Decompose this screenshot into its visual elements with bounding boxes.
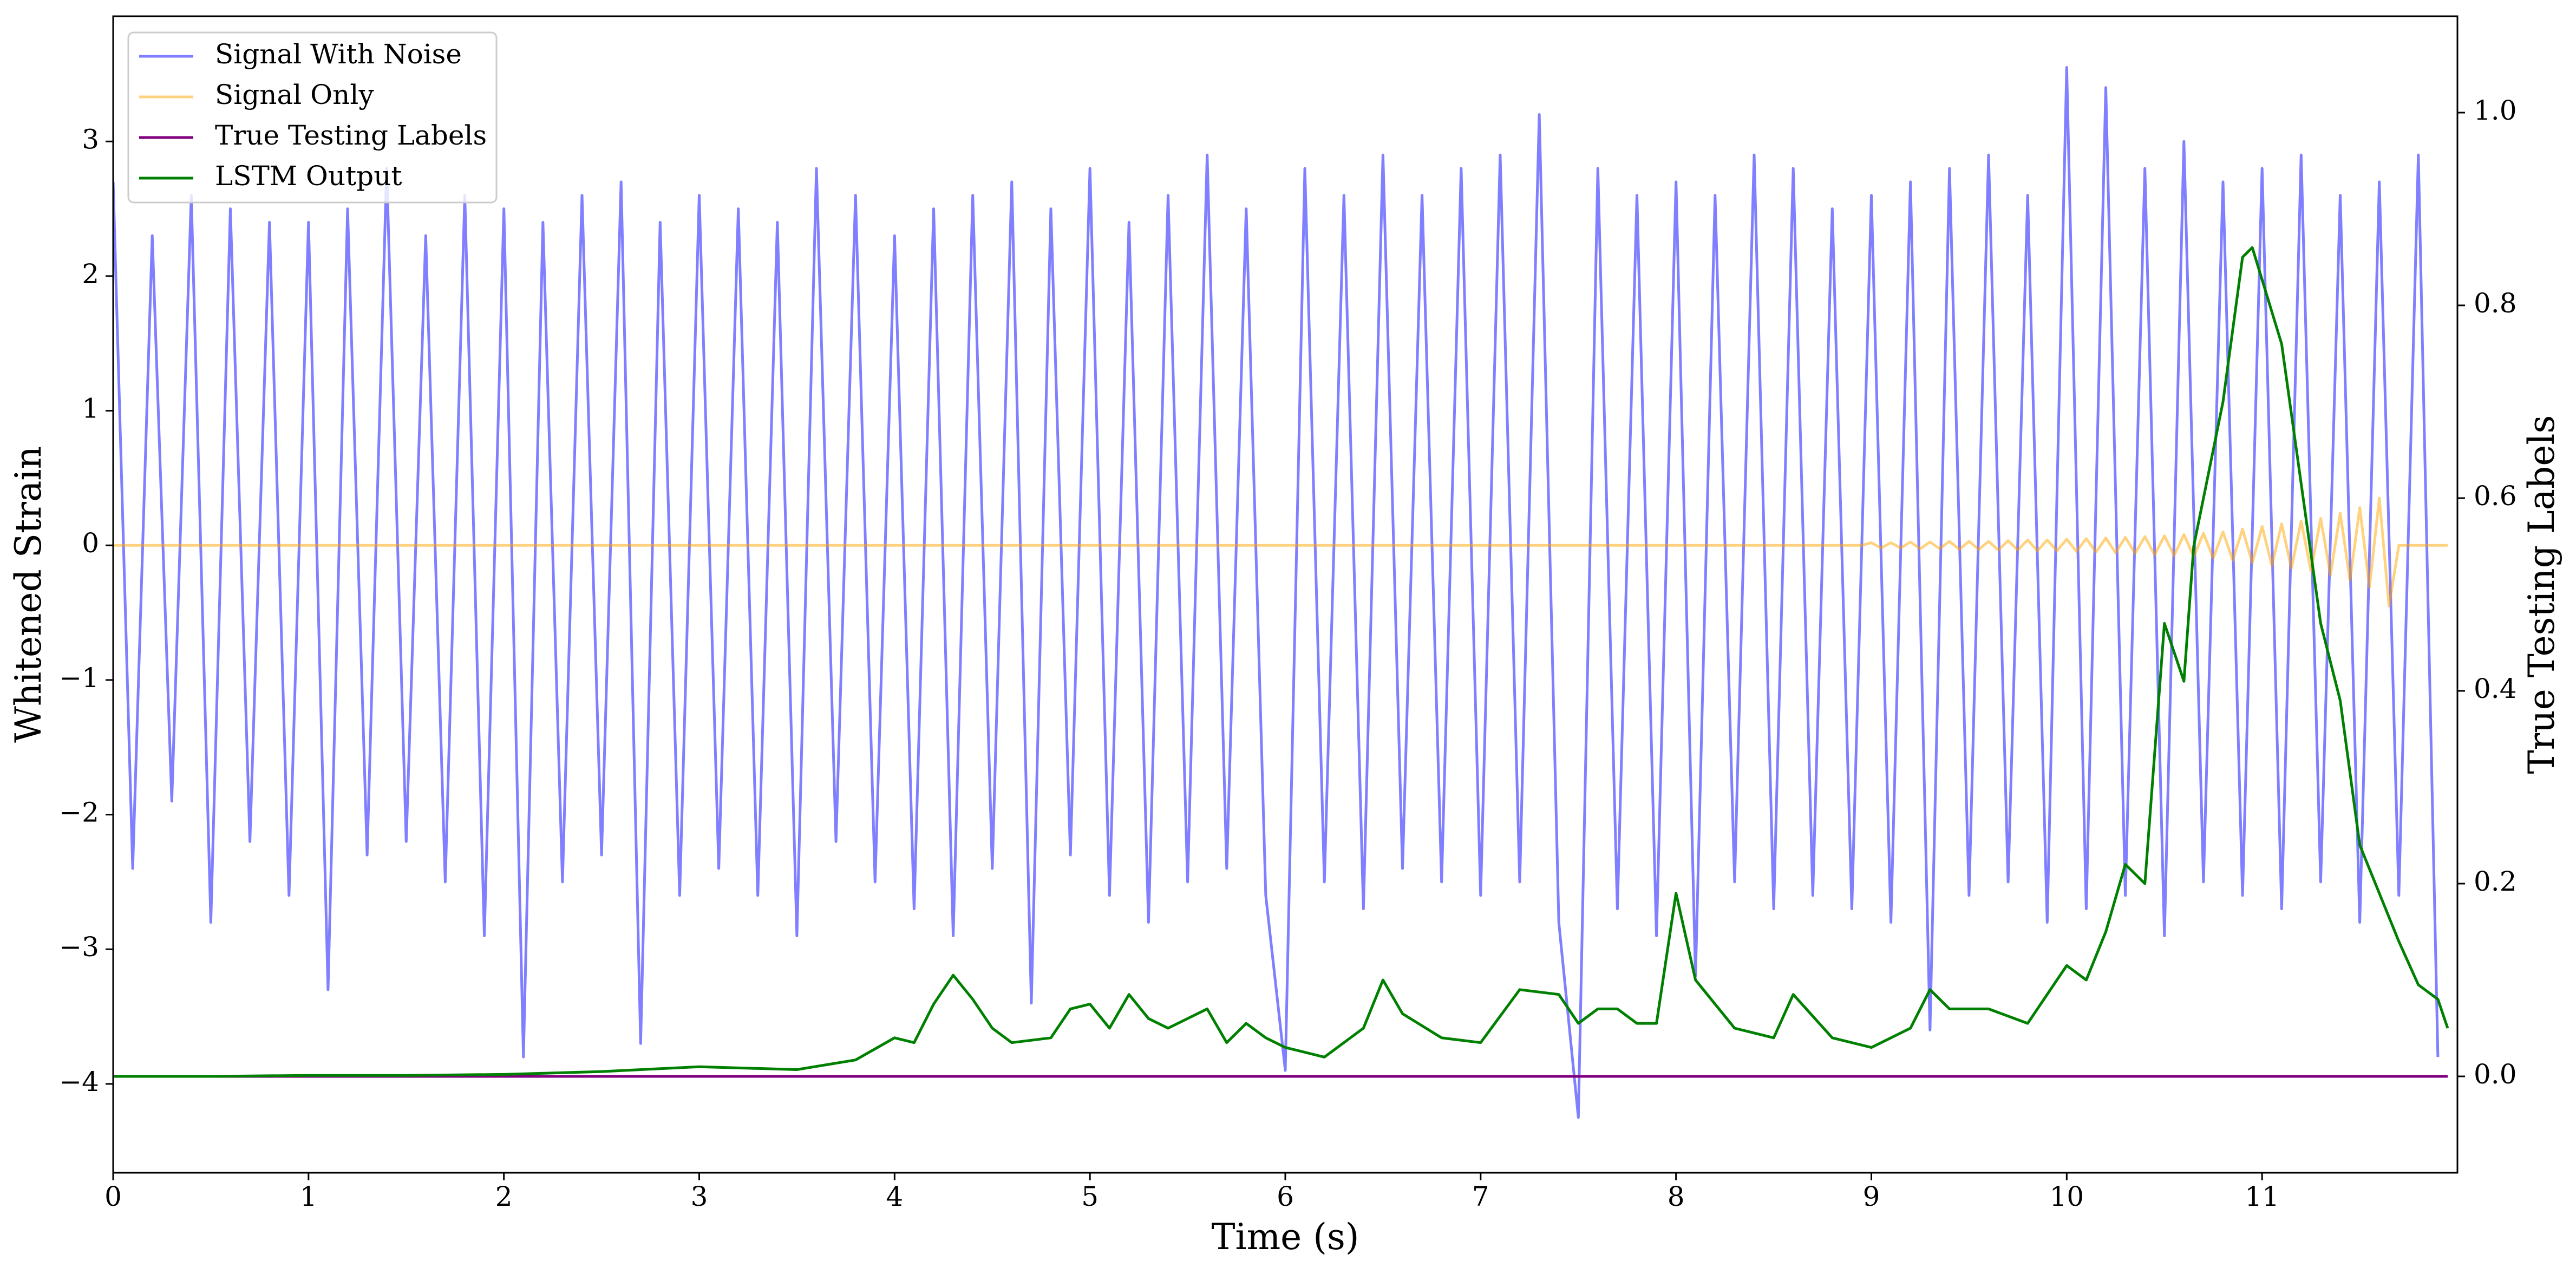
y-tick-label: −3 bbox=[59, 931, 99, 963]
series-line bbox=[113, 496, 2448, 607]
x-tick-label: 11 bbox=[2245, 1181, 2279, 1212]
y2-tick-label: 0.4 bbox=[2474, 673, 2517, 704]
x-tick-label: 3 bbox=[691, 1181, 708, 1212]
y-axis-label: Whitened Strain bbox=[8, 446, 49, 743]
y2-axis-label: True Testing Labels bbox=[2521, 415, 2562, 774]
y2-tick-label: 0.6 bbox=[2474, 480, 2517, 512]
y2-tick-label: 0.2 bbox=[2474, 866, 2517, 897]
x-tick-label: 8 bbox=[1668, 1181, 1685, 1212]
x-tick-label: 9 bbox=[1863, 1181, 1880, 1212]
y-tick-label: 2 bbox=[82, 258, 99, 290]
y-tick-label: 3 bbox=[82, 123, 99, 155]
y-tick-label: −1 bbox=[59, 662, 99, 694]
x-tick-label: 4 bbox=[886, 1181, 903, 1212]
legend-label: Signal With Noise bbox=[215, 38, 462, 70]
legend-box bbox=[127, 31, 498, 204]
y-tick-label: 0 bbox=[82, 527, 99, 559]
y-tick-label: −2 bbox=[59, 797, 99, 828]
y2-tick-label: 1.0 bbox=[2474, 95, 2517, 126]
x-tick-label: 0 bbox=[104, 1181, 122, 1212]
legend-label: LSTM Output bbox=[215, 160, 402, 192]
series-line bbox=[113, 66, 2440, 1119]
x-axis-label: Time (s) bbox=[1211, 1216, 1359, 1258]
legend-label: Signal Only bbox=[215, 79, 374, 110]
legend-label: True Testing Labels bbox=[215, 120, 487, 151]
x-tick-label: 10 bbox=[2050, 1181, 2084, 1212]
x-tick-label: 2 bbox=[495, 1181, 513, 1212]
series-line bbox=[113, 246, 2449, 1078]
y2-tick-label: 0.8 bbox=[2474, 288, 2517, 319]
x-tick-label: 7 bbox=[1472, 1181, 1489, 1212]
x-tick-label: 1 bbox=[300, 1181, 317, 1212]
y-tick-label: 1 bbox=[82, 393, 99, 424]
y2-tick-label: 0.0 bbox=[2474, 1059, 2517, 1090]
y-tick-label: −4 bbox=[59, 1066, 99, 1097]
x-tick-label: 6 bbox=[1277, 1181, 1294, 1212]
x-tick-label: 5 bbox=[1081, 1181, 1099, 1212]
